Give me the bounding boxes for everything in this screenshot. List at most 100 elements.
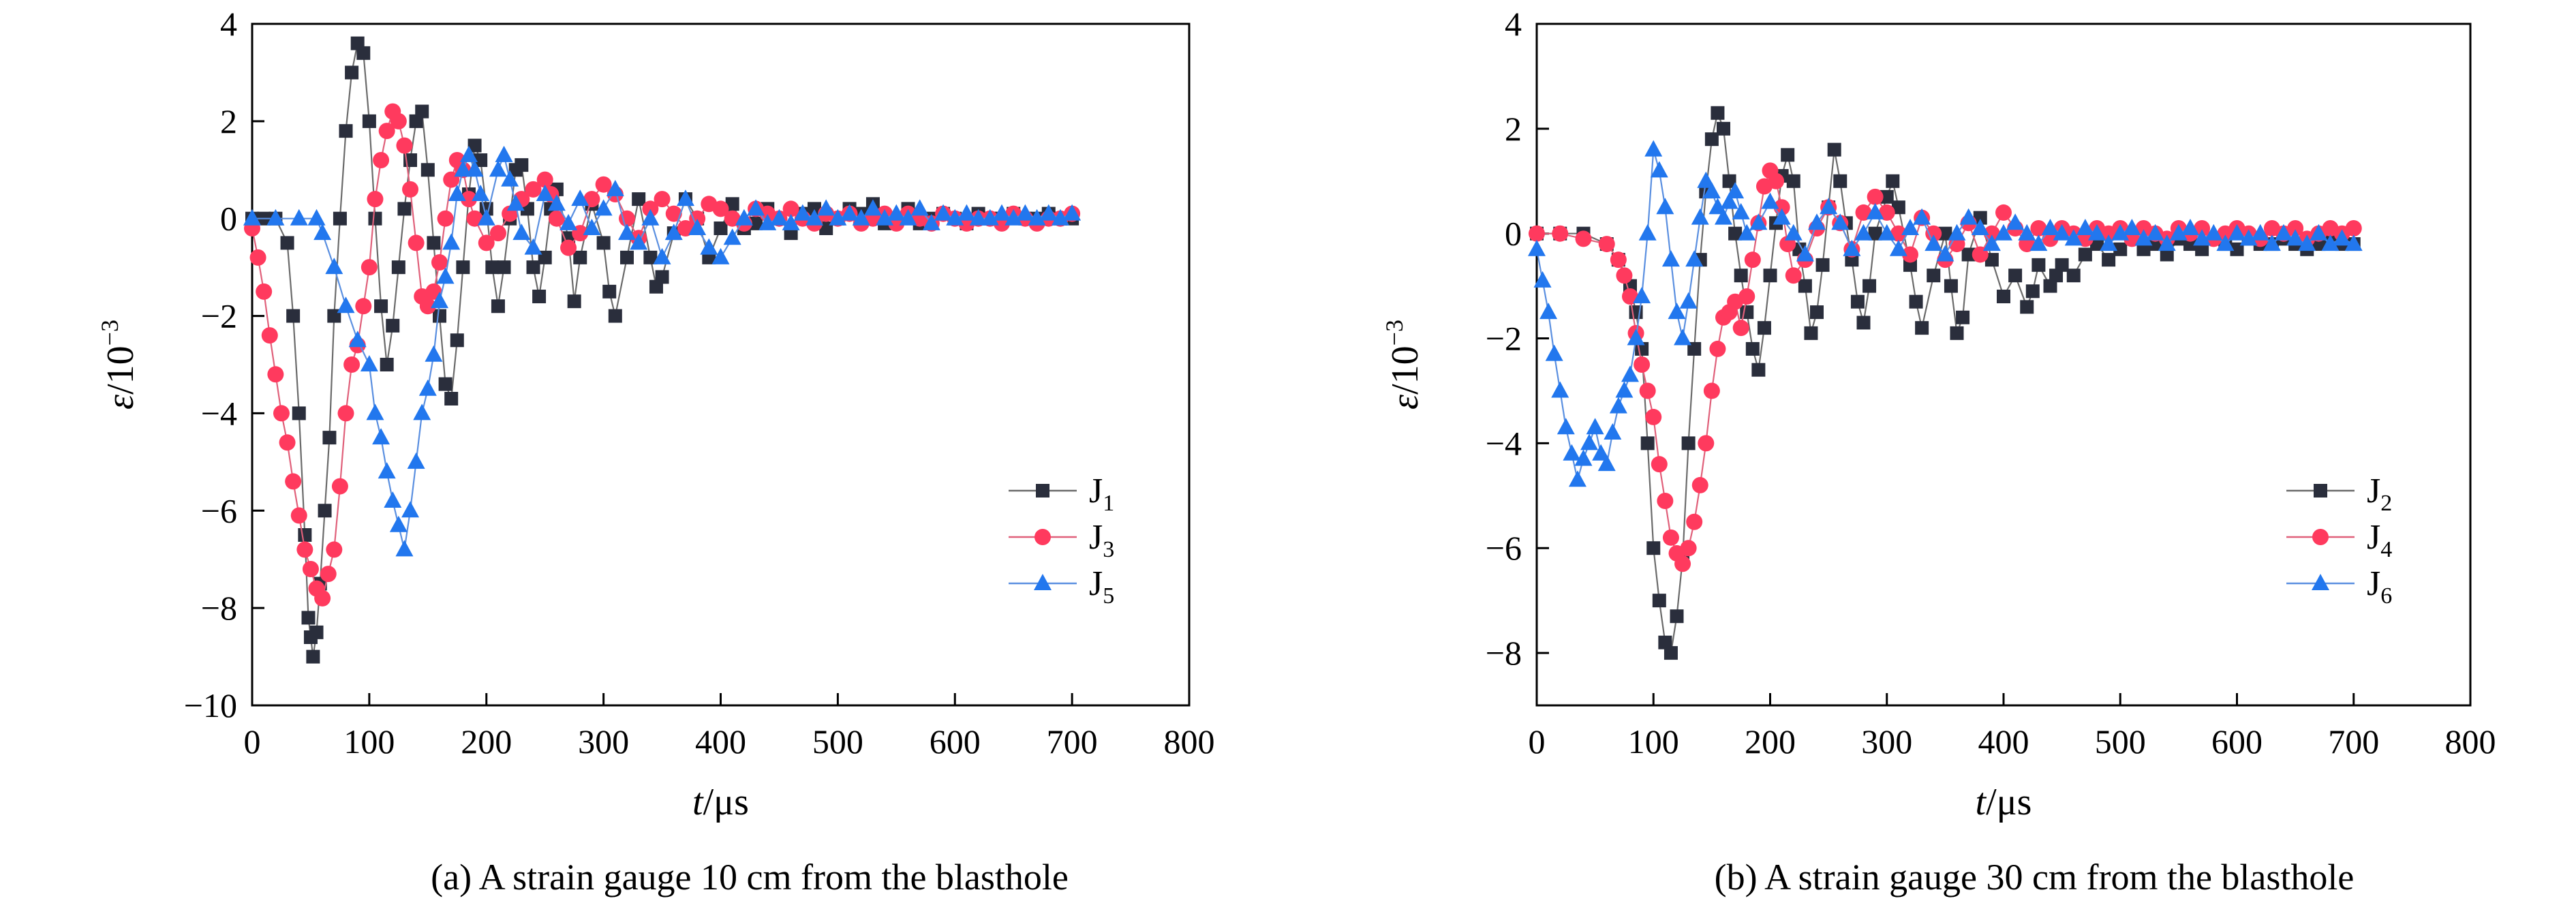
data-point bbox=[1831, 213, 1850, 230]
data-point bbox=[2043, 279, 2057, 293]
data-point bbox=[1738, 224, 1756, 241]
data-point bbox=[436, 267, 455, 284]
data-point bbox=[2146, 224, 2164, 241]
data-point bbox=[2263, 234, 2281, 251]
data-point bbox=[782, 213, 800, 230]
data-point bbox=[1039, 204, 1058, 221]
data-point bbox=[899, 209, 917, 226]
data-point bbox=[2160, 247, 2174, 262]
y-tick-label: −2 bbox=[201, 297, 237, 335]
y-tick-label: 2 bbox=[220, 102, 237, 140]
data-point bbox=[1703, 382, 1720, 399]
legend-label-name: J bbox=[2367, 518, 2380, 557]
y-axis-label-exponent: −3 bbox=[96, 320, 123, 346]
data-point bbox=[322, 431, 337, 445]
data-point bbox=[2025, 284, 2040, 299]
data-point bbox=[689, 210, 706, 227]
legend-marker bbox=[2312, 574, 2329, 590]
data-point bbox=[1757, 321, 1771, 335]
data-point bbox=[408, 234, 425, 251]
x-axis-label: t/μs bbox=[692, 781, 749, 823]
data-point bbox=[1663, 646, 1678, 660]
y-axis-label-var: ε bbox=[99, 394, 142, 410]
data-point bbox=[1944, 279, 1958, 293]
data-point bbox=[1827, 142, 1841, 157]
data-point bbox=[1854, 224, 1873, 241]
data-point bbox=[1796, 245, 1814, 262]
data-point bbox=[361, 259, 378, 276]
data-point bbox=[448, 185, 466, 201]
data-point bbox=[1640, 436, 1655, 450]
legend-label: J2 bbox=[2367, 472, 2392, 516]
data-point bbox=[442, 233, 461, 250]
data-point bbox=[524, 238, 542, 255]
data-point bbox=[1868, 226, 1882, 241]
data-point bbox=[313, 224, 332, 241]
data-point bbox=[1691, 208, 1709, 225]
data-point bbox=[1621, 365, 1639, 382]
data-point bbox=[2136, 242, 2151, 256]
legend-label: J4 bbox=[2367, 518, 2392, 562]
data-point bbox=[946, 209, 964, 226]
data-point bbox=[290, 209, 308, 226]
data-point bbox=[594, 199, 613, 216]
data-point bbox=[506, 194, 525, 211]
data-point bbox=[1798, 279, 1812, 293]
x-tick-label: 200 bbox=[461, 722, 512, 761]
data-point bbox=[1638, 224, 1657, 241]
legend-marker bbox=[2314, 484, 2327, 498]
data-point bbox=[782, 200, 799, 217]
data-point bbox=[397, 202, 412, 216]
data-point bbox=[378, 123, 395, 140]
data-point bbox=[2228, 224, 2246, 241]
data-point bbox=[320, 566, 337, 583]
data-point bbox=[2321, 234, 2340, 251]
data-point bbox=[595, 176, 612, 193]
y-axis-label: ε/10−3 bbox=[1381, 320, 1426, 410]
data-point bbox=[676, 189, 694, 206]
data-point bbox=[712, 200, 729, 217]
data-point bbox=[339, 124, 353, 138]
data-point bbox=[2030, 220, 2047, 236]
y-tick-label: −2 bbox=[1486, 320, 1522, 358]
data-point bbox=[1580, 433, 1599, 450]
data-point bbox=[840, 204, 859, 221]
data-point bbox=[559, 213, 578, 230]
data-point bbox=[485, 260, 500, 275]
data-point bbox=[567, 294, 581, 309]
x-tick-label: 700 bbox=[1047, 722, 1098, 761]
legend-label-subscript: 2 bbox=[2380, 491, 2392, 516]
data-point bbox=[1891, 200, 1905, 215]
data-point bbox=[407, 452, 425, 469]
series-j6 bbox=[1528, 140, 2363, 487]
data-point bbox=[1533, 271, 1552, 288]
data-point bbox=[2333, 229, 2351, 246]
data-point bbox=[2031, 258, 2046, 272]
data-point bbox=[1717, 121, 1730, 136]
data-point bbox=[331, 478, 348, 495]
data-point bbox=[1815, 258, 1830, 272]
data-point bbox=[1732, 202, 1750, 219]
data-point bbox=[444, 392, 459, 405]
data-point bbox=[1973, 211, 1987, 225]
y-axis-label-unit: /10 bbox=[99, 346, 142, 395]
data-point bbox=[2195, 242, 2209, 256]
x-axis-label-var: t bbox=[1976, 781, 1987, 823]
data-point bbox=[1568, 470, 1586, 487]
data-point bbox=[630, 233, 648, 250]
data-point bbox=[307, 209, 326, 226]
data-point bbox=[1598, 236, 1615, 253]
data-point bbox=[373, 152, 390, 168]
data-point bbox=[806, 209, 823, 226]
data-point bbox=[642, 200, 659, 217]
legend-label-subscript: 4 bbox=[2380, 537, 2392, 562]
data-point bbox=[2008, 269, 2023, 283]
data-point bbox=[583, 191, 600, 208]
x-axis-label-unit: /μs bbox=[703, 781, 749, 823]
data-point bbox=[1652, 594, 1666, 608]
data-point bbox=[1651, 456, 1668, 473]
data-point bbox=[2275, 224, 2293, 241]
data-point bbox=[2053, 224, 2071, 241]
data-point bbox=[1644, 140, 1663, 157]
